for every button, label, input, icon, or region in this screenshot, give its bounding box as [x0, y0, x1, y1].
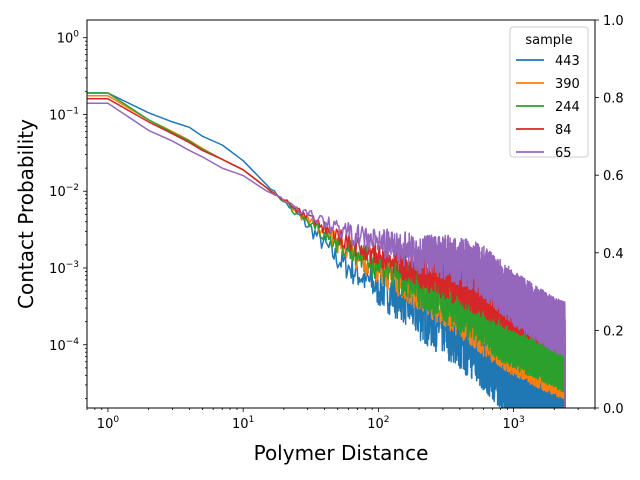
- x-axis-label: Polymer Distance: [254, 441, 429, 465]
- series-layer: [87, 92, 566, 408]
- y2-tick-label: 0.8: [603, 92, 624, 107]
- x-tick-label: 103: [502, 415, 524, 432]
- y-axis-label: Contact Probability: [14, 119, 38, 309]
- legend-label: 65: [555, 146, 572, 161]
- legend-label: 84: [555, 123, 572, 138]
- legend-label: 390: [555, 77, 580, 92]
- x-tick-label: 102: [367, 415, 389, 432]
- y2-tick-label: 1.0: [603, 14, 624, 29]
- legend-label: 443: [555, 54, 580, 69]
- x-tick-label: 100: [97, 415, 120, 432]
- legend: sample 443 390 244 84 65: [509, 26, 589, 161]
- y-tick-label: 10−3: [49, 260, 79, 277]
- series-line-65: [87, 102, 566, 408]
- x-axis: 100 101 102 103: [86, 408, 596, 432]
- y2-tick-label: 0.4: [603, 247, 624, 262]
- x-tick-label: 101: [232, 415, 254, 432]
- series-line-443: [87, 92, 566, 408]
- legend-title: sample: [525, 33, 572, 48]
- y2-tick-label: 0.2: [603, 324, 624, 339]
- y2-tick-label: 0.0: [603, 402, 624, 417]
- y2-tick-label: 0.6: [603, 169, 624, 184]
- y-axis: 10−4 10−3 10−2 10−1 100: [49, 30, 87, 399]
- y-tick-label: 100: [57, 30, 80, 47]
- secondary-y-axis: 0.0 0.2 0.4 0.6 0.8 1.0: [595, 14, 624, 417]
- legend-items: 443 390 244 84 65: [516, 54, 580, 161]
- legend-label: 244: [555, 100, 580, 115]
- y-tick-label: 10−1: [49, 106, 79, 123]
- y-tick-label: 10−4: [49, 337, 79, 354]
- y-tick-label: 10−2: [49, 183, 79, 200]
